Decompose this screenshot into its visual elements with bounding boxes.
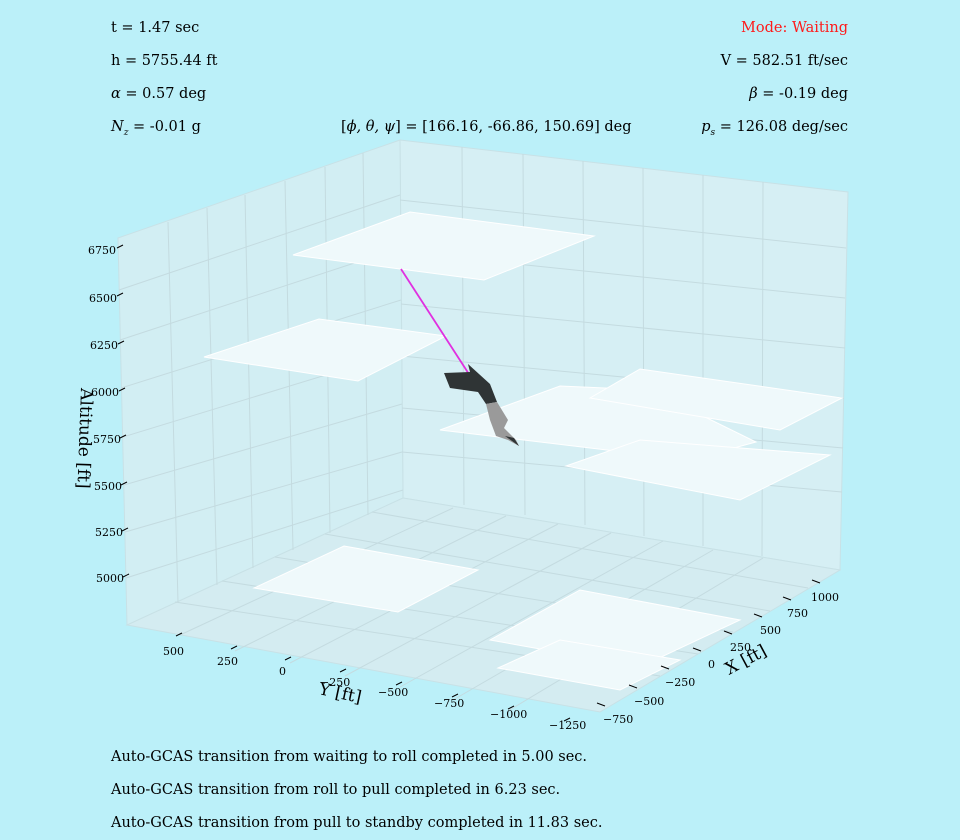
mode-status: Mode: Waiting (741, 20, 848, 36)
x-tick-label: −250 (665, 676, 695, 689)
x-tick-label: 250 (730, 641, 751, 654)
x-tick-label: 750 (787, 607, 808, 620)
altitude-readout: h = 5755.44 ft (111, 53, 218, 69)
y-tick-label: −250 (320, 676, 350, 689)
roll-rate-readout: ps = 126.08 deg/sec (701, 119, 848, 138)
z-tick-label: 5750 (93, 433, 121, 446)
y-tick-label: −500 (378, 686, 408, 699)
nz-value: = -0.01 g (128, 119, 201, 135)
flight-3d-plot[interactable]: 6750 6500 6250 6000 5750 5500 5250 5000 … (0, 0, 960, 740)
beta-readout: β = -0.19 deg (749, 86, 848, 102)
y-tick-label: 0 (279, 665, 286, 678)
log-line: Auto-GCAS transition from pull to standb… (111, 815, 603, 831)
z-tick-label: 5500 (94, 480, 122, 493)
y-tick-label: −1250 (549, 719, 586, 732)
beta-symbol: β (749, 86, 758, 102)
euler-symbols: ϕ, θ, ψ (346, 119, 396, 135)
y-tick-label: −750 (434, 697, 464, 710)
z-tick-label: 6000 (91, 386, 119, 399)
z-tick-label: 5000 (96, 572, 124, 585)
cloud-patch (588, 368, 844, 431)
log-line: Auto-GCAS transition from waiting to rol… (111, 749, 588, 765)
z-tick-label: 6250 (90, 339, 118, 352)
cloud-patch (252, 545, 480, 613)
x-tick-label: −750 (603, 713, 633, 726)
aircraft-model (444, 364, 519, 446)
euler-angles-readout: [ϕ, θ, ψ] = [166.16, -66.86, 150.69] deg (341, 119, 632, 135)
y-tick-label: 500 (163, 645, 184, 658)
log-line: Auto-GCAS transition from roll to pull c… (111, 782, 561, 798)
ps-value: = 126.08 deg/sec (715, 119, 848, 135)
y-tick-label: 250 (217, 655, 238, 668)
nz-symbol: Nz (111, 119, 129, 138)
x-tick-label: 500 (760, 624, 781, 637)
cloud-patch (203, 318, 448, 382)
alpha-symbol: α (111, 86, 121, 102)
aircraft-wing (444, 364, 497, 404)
euler-value: ] = [166.16, -66.86, 150.69] deg (395, 119, 632, 135)
nz-readout: Nz = -0.01 g (111, 119, 201, 138)
cloud-patch (496, 639, 682, 691)
alpha-readout: α = 0.57 deg (111, 86, 206, 102)
cloud-patch (564, 439, 832, 501)
z-axis: 6750 6500 6250 6000 5750 5500 5250 5000 … (72, 244, 130, 585)
y-axis-label: Y [ft] (316, 679, 363, 708)
aircraft-fuselage (486, 402, 519, 446)
time-readout: t = 1.47 sec (111, 20, 200, 36)
aircraft-tail (505, 436, 519, 446)
beta-value: = -0.19 deg (757, 86, 848, 102)
x-tick-label: 0 (708, 658, 715, 671)
x-tick-label: −500 (634, 695, 664, 708)
x-tick-label: 1000 (811, 591, 839, 604)
z-tick-label: 6500 (89, 292, 117, 305)
alpha-value: = 0.57 deg (120, 86, 207, 102)
velocity-readout: V = 582.51 ft/sec (720, 53, 848, 69)
back-wall-pane (399, 139, 849, 571)
z-tick-label: 5250 (95, 526, 123, 539)
z-tick-label: 6750 (88, 244, 116, 257)
y-tick-label: −1000 (490, 708, 527, 721)
ps-symbol: ps (701, 119, 716, 138)
z-axis-label: Altitude [ft] (72, 387, 96, 489)
cloud-patch (292, 211, 596, 281)
cloud-layer (203, 211, 844, 691)
